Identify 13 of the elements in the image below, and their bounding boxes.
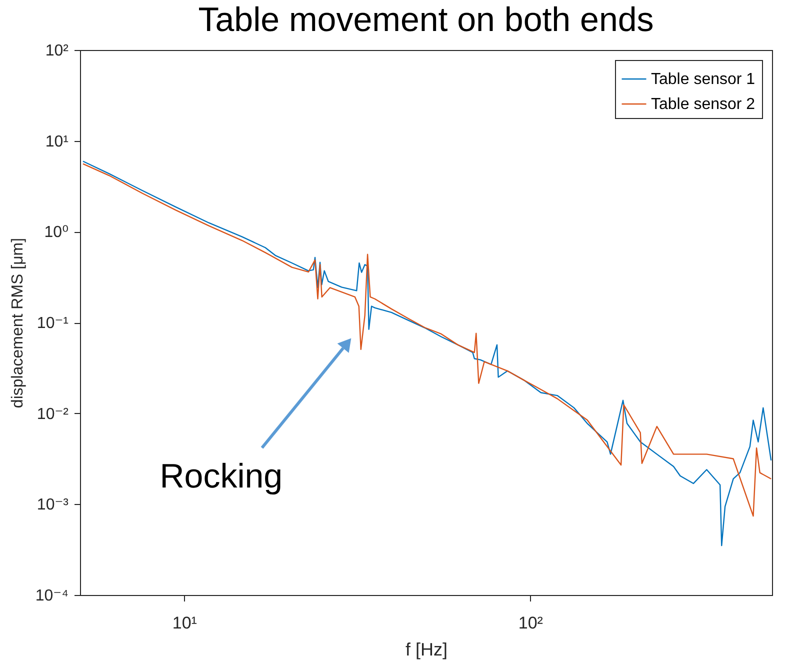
y-axis-title: displacement RMS [μm]	[9, 238, 26, 408]
x-axis-title: f [Hz]	[405, 640, 448, 660]
y-tick-label: 10²	[45, 42, 70, 60]
y-tick-label: 10⁻⁴	[35, 588, 69, 604]
legend-label: Table sensor 2	[651, 96, 756, 113]
chart-title: Table movement on both ends	[198, 1, 654, 39]
y-tick-label: 10¹	[45, 133, 68, 150]
annotation: Rocking	[160, 457, 283, 496]
y-tick-label: 10⁻²	[36, 406, 70, 423]
y-tick-label: 10⁻¹	[36, 315, 68, 332]
y-tick-label: 10⁻³	[36, 496, 70, 514]
legend-label: Table sensor 1	[651, 71, 756, 88]
y-tick-label: 10⁰	[44, 224, 68, 242]
